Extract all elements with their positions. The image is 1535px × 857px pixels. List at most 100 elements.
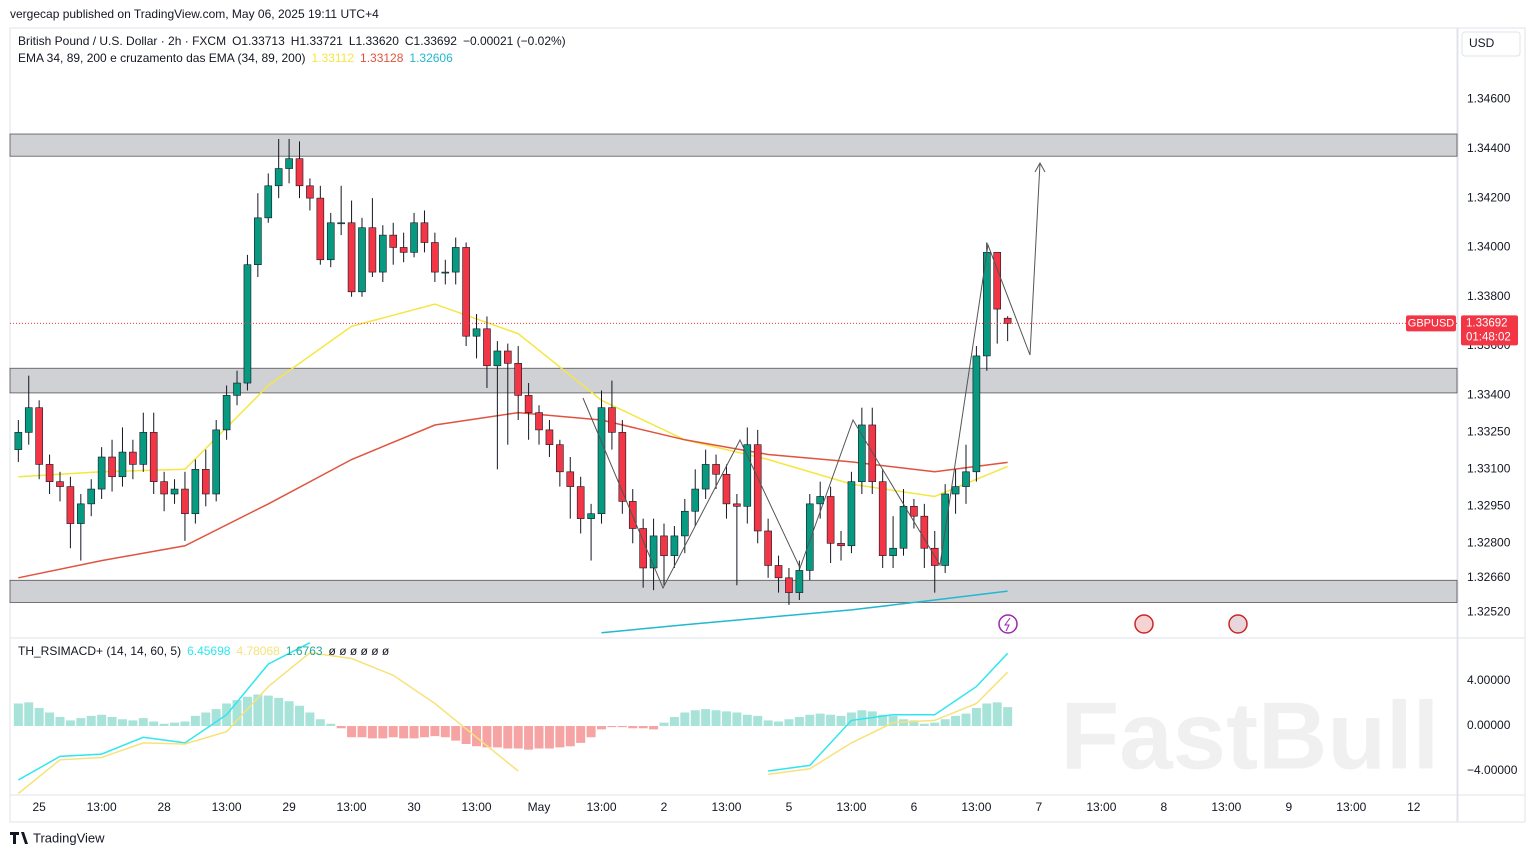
histogram-bar <box>951 715 961 726</box>
candle-body <box>556 444 564 473</box>
zone <box>9 579 1458 603</box>
histogram-bar <box>138 718 148 726</box>
histogram-bar <box>295 705 305 726</box>
histogram-bar <box>45 712 55 726</box>
x-tick-label: 7 <box>1036 800 1043 814</box>
candle-body <box>1003 317 1012 324</box>
candle-body <box>535 412 543 431</box>
histogram-bar <box>659 722 669 726</box>
candle-body <box>764 530 772 566</box>
candle-body <box>24 407 33 433</box>
histogram-bar <box>805 714 815 726</box>
histogram-bar <box>461 725 471 745</box>
candle-body <box>201 469 210 495</box>
candle-body <box>847 481 856 547</box>
histogram-bar <box>544 725 554 749</box>
histogram-bar <box>159 723 169 726</box>
candle-body <box>795 570 804 593</box>
histogram-bar <box>65 720 75 726</box>
histogram-bar <box>128 720 138 726</box>
y-tick-label: 1.32800 <box>1467 535 1511 549</box>
histogram-bar <box>492 725 502 748</box>
ohlc-text: H1.33721 <box>291 34 343 48</box>
candle-body <box>295 158 304 187</box>
price-tag-countdown: 01:48:02 <box>1466 331 1511 343</box>
ohlc-text: C1.33692 <box>405 34 457 48</box>
histogram-bar <box>565 725 575 747</box>
histogram-bar <box>367 725 377 739</box>
histogram-bar <box>378 725 388 739</box>
histogram-bar <box>909 720 919 726</box>
candle-body <box>566 471 575 487</box>
symbol-title: British Pound / U.S. Dollar · 2h · FXCM <box>18 34 226 48</box>
histogram-bar <box>836 715 846 726</box>
candle-body <box>816 496 824 505</box>
candle-body <box>14 432 23 450</box>
histogram-bar <box>180 721 190 726</box>
drawing <box>582 162 1041 590</box>
histogram-bar <box>774 721 784 726</box>
x-tick-label: 8 <box>1161 800 1168 814</box>
candle-body <box>701 464 710 490</box>
oscillator-value: ø ø ø ø ø ø <box>329 644 390 658</box>
histogram-bar <box>347 725 357 738</box>
ohlc-text: L1.33620 <box>349 34 399 48</box>
x-tick-label: 13:00 <box>1086 800 1116 814</box>
ohlc-text: O1.33713 <box>232 34 285 48</box>
histogram-bar <box>763 720 773 726</box>
histogram-bar <box>399 725 409 739</box>
candle-body <box>368 227 377 273</box>
histogram-bar <box>690 710 700 726</box>
candle-body <box>618 432 627 502</box>
histogram-bar <box>482 725 492 748</box>
event-icon-glyph <box>1004 617 1011 632</box>
currency-button[interactable] <box>1461 31 1521 57</box>
histogram-bar <box>513 725 523 749</box>
candle-body <box>191 469 200 515</box>
x-tick-label: 29 <box>282 800 296 814</box>
candle-body <box>347 222 356 293</box>
candle-body <box>826 496 835 544</box>
x-tick-label: 5 <box>786 800 793 814</box>
price-tag <box>1461 315 1518 346</box>
y-tick-label: 0.00000 <box>1467 718 1511 732</box>
symbol-tag-text: GBPUSD <box>1408 317 1455 329</box>
y-tick-label: 1.33400 <box>1467 388 1511 402</box>
histogram-bar <box>451 725 461 741</box>
event-icon[interactable] <box>998 614 1018 634</box>
candle-body <box>962 471 970 487</box>
candle-body <box>358 227 366 293</box>
oscillator-title: TH_RSIMACD+ (14, 14, 60, 5) <box>18 644 181 658</box>
candle-body <box>285 158 293 169</box>
candle-body <box>170 488 179 495</box>
candle-body <box>233 382 241 396</box>
candle-body <box>254 217 262 265</box>
histogram-bar <box>149 721 159 726</box>
y-tick-label: 1.34400 <box>1467 141 1511 155</box>
candle-body <box>56 481 64 487</box>
histogram-bar <box>732 712 742 726</box>
candle-body <box>660 535 668 556</box>
candle-body <box>451 247 460 273</box>
candle-body <box>264 185 273 219</box>
zone <box>9 133 1458 157</box>
histogram-bar <box>742 714 752 726</box>
event-icon[interactable] <box>1134 614 1154 634</box>
histogram-bar <box>576 725 586 743</box>
histogram-bar <box>701 709 711 726</box>
histogram-bar <box>867 711 877 726</box>
histogram-bar <box>711 710 721 726</box>
candle-body <box>712 464 720 475</box>
candle-body <box>77 503 85 524</box>
candle-body <box>681 510 689 537</box>
histogram-bar <box>857 710 867 726</box>
candle-body <box>753 444 762 532</box>
histogram-bar <box>669 716 679 726</box>
candle-body <box>910 506 918 517</box>
histogram-bar <box>86 715 96 726</box>
histogram-bar <box>524 725 534 750</box>
event-icon[interactable] <box>1228 614 1248 634</box>
x-tick-label: 13:00 <box>1336 800 1366 814</box>
candle-body <box>722 473 731 505</box>
